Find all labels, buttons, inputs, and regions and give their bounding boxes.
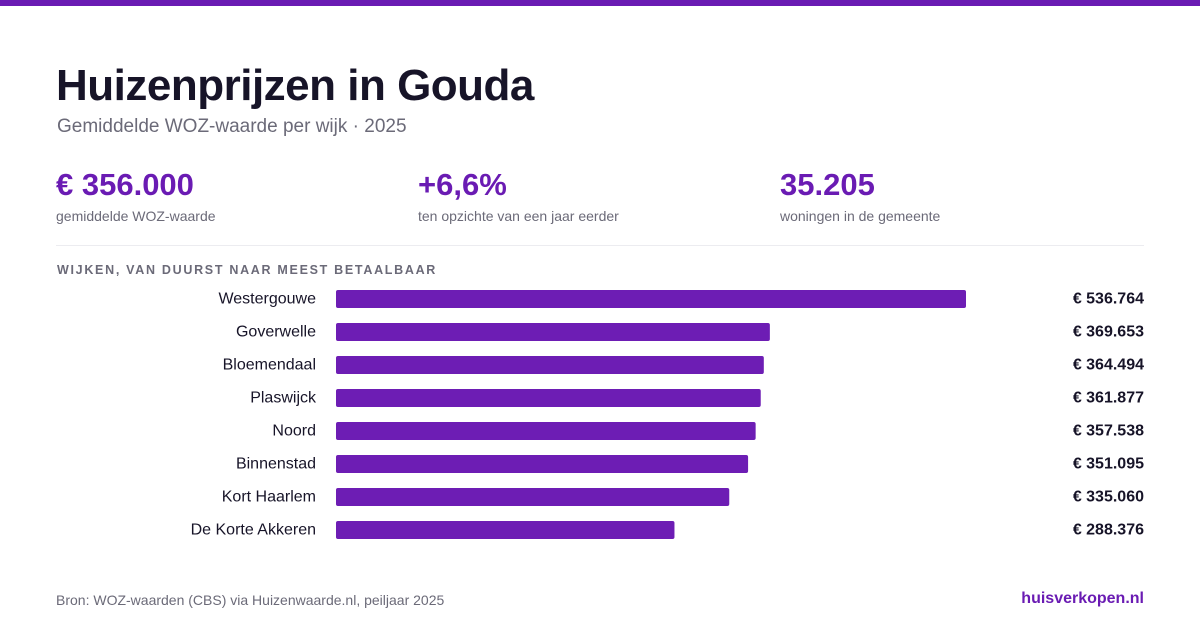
stat-label: woningen in de gemeente bbox=[780, 208, 941, 224]
stat-year-change: +6,6% ten opzichte van een jaar eerder bbox=[418, 165, 619, 226]
category-label: De Korte Akkeren bbox=[191, 522, 316, 539]
page-title: Huizenprijzen in Gouda bbox=[56, 61, 534, 110]
divider bbox=[56, 245, 1144, 246]
bar bbox=[336, 389, 761, 407]
bar bbox=[336, 323, 770, 341]
value-label: € 536.764 bbox=[1073, 291, 1144, 308]
value-label: € 364.494 bbox=[1073, 357, 1144, 374]
category-label: Binnenstad bbox=[236, 456, 316, 473]
chart-section-title: WIJKEN, VAN DUURST NAAR MEEST BETAALBAAR bbox=[57, 263, 438, 277]
stat-average-value: € 356.000 gemiddelde WOZ-waarde bbox=[56, 165, 216, 226]
bar bbox=[336, 521, 675, 539]
top-accent-bar bbox=[0, 0, 1200, 6]
footer-source: Bron: WOZ-waarden (CBS) via Huizenwaarde… bbox=[56, 592, 445, 608]
category-label: Plaswijck bbox=[250, 390, 317, 407]
category-label: Westergouwe bbox=[218, 291, 316, 308]
category-label: Noord bbox=[272, 423, 316, 440]
value-label: € 357.538 bbox=[1073, 423, 1144, 440]
bar bbox=[336, 290, 966, 308]
bar bbox=[336, 488, 730, 506]
value-label: € 351.095 bbox=[1073, 456, 1144, 473]
value-label: € 369.653 bbox=[1073, 324, 1144, 341]
value-label: € 335.060 bbox=[1073, 489, 1144, 506]
stat-housing-count: 35.205 woningen in de gemeente bbox=[780, 165, 940, 226]
category-label: Goverwelle bbox=[236, 324, 316, 341]
category-label: Kort Haarlem bbox=[222, 489, 316, 506]
value-label: € 361.877 bbox=[1073, 390, 1144, 407]
stat-value: +6,6% bbox=[418, 167, 507, 202]
stat-label: gemiddelde WOZ-waarde bbox=[56, 208, 216, 224]
stat-label: ten opzichte van een jaar eerder bbox=[418, 208, 619, 224]
stat-value: 35.205 bbox=[780, 167, 875, 202]
footer-brand-link[interactable]: huisverkopen.nl bbox=[1021, 590, 1144, 607]
bar bbox=[336, 422, 756, 440]
category-label: Bloemendaal bbox=[223, 357, 316, 374]
stat-value: € 356.000 bbox=[56, 167, 194, 202]
bar bbox=[336, 356, 764, 374]
page-subtitle: Gemiddelde WOZ-waarde per wijk · 2025 bbox=[57, 116, 407, 137]
bar bbox=[336, 455, 749, 473]
value-label: € 288.376 bbox=[1073, 522, 1144, 539]
